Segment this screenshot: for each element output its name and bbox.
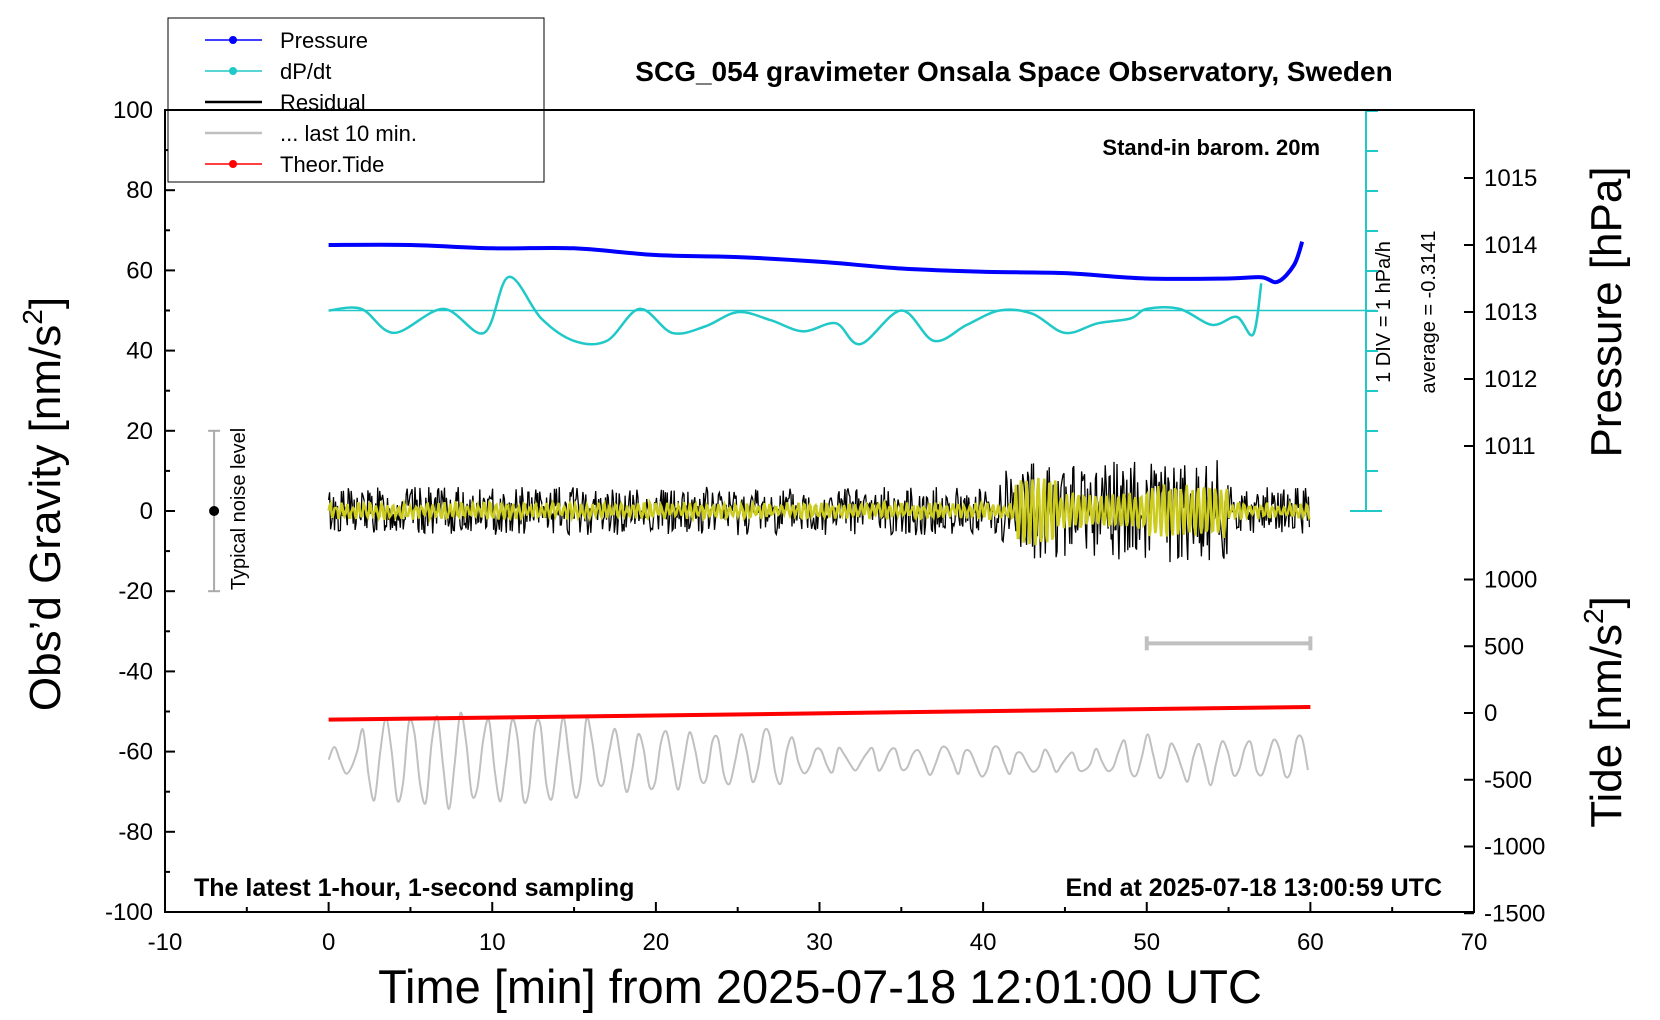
tide-axis-title-end: ] bbox=[1582, 596, 1631, 608]
last-10-min-line bbox=[327, 711, 1309, 811]
residual-filtered-line bbox=[327, 477, 1311, 546]
legend-label: ... last 10 min. bbox=[280, 121, 417, 146]
y-tick-label: -100 bbox=[105, 899, 153, 926]
y-axis-title: Obs’d Gravity [nm/s2] bbox=[17, 297, 70, 711]
pressure-tick-label: 1014 bbox=[1484, 232, 1537, 259]
plot-frame bbox=[164, 109, 1475, 913]
pressure-tick-label: 1015 bbox=[1484, 165, 1537, 192]
noise-label: Typical noise level bbox=[228, 428, 250, 590]
legend-marker bbox=[229, 160, 237, 168]
legend-marker bbox=[229, 36, 237, 44]
y-axis-title-sup: 2 bbox=[17, 309, 48, 325]
tide-tick-label: 1000 bbox=[1484, 567, 1537, 594]
x-tick-label: 20 bbox=[643, 929, 670, 956]
x-tick-label: 0 bbox=[322, 929, 335, 956]
pressure-axis-title: Pressure [hPa] bbox=[1582, 166, 1631, 457]
bottom-left-label: The latest 1-hour, 1-second sampling bbox=[194, 874, 634, 902]
y-tick-label: 60 bbox=[126, 257, 153, 284]
x-tick-label: -10 bbox=[148, 929, 183, 956]
x-tick-label: 50 bbox=[1133, 929, 1160, 956]
y-axis-title-end: ] bbox=[21, 297, 70, 309]
x-axis-title: Time [min] from 2025-07-18 12:01:00 UTC bbox=[378, 960, 1262, 1013]
x-tick-label: 60 bbox=[1297, 929, 1324, 956]
pressure-line bbox=[328, 241, 1305, 285]
tide-axis-title-sup: 2 bbox=[1578, 608, 1609, 624]
tide-tick-label: 500 bbox=[1484, 633, 1524, 660]
y-tick-label: -40 bbox=[118, 658, 153, 685]
x-tick-label: 70 bbox=[1461, 929, 1488, 956]
legend-label: Pressure bbox=[280, 28, 368, 53]
tide-tick-label: -1500 bbox=[1484, 900, 1545, 927]
dpdt-scale-label: 1 DIV = 1 hPa/h bbox=[1373, 241, 1395, 383]
y-tick-label: 0 bbox=[140, 498, 153, 525]
dpdt-line bbox=[328, 275, 1263, 346]
y-tick-label: -80 bbox=[118, 819, 153, 846]
y-tick-label: 40 bbox=[126, 338, 153, 365]
theor-tide-line bbox=[328, 704, 1311, 722]
pressure-tick-label: 1012 bbox=[1484, 366, 1537, 393]
dpdt-average-label: average = -0.3141 bbox=[1418, 231, 1440, 394]
tide-axis-title: Tide [nm/s2] bbox=[1578, 596, 1631, 828]
tide-axis-title-main: Tide [nm/s bbox=[1582, 624, 1631, 828]
y-axis-title-main: Obs’d Gravity [nm/s bbox=[21, 325, 70, 711]
pressure-tick-label: 1011 bbox=[1484, 433, 1536, 460]
pressure-tick-label: 1013 bbox=[1484, 299, 1537, 326]
x-tick-label: 10 bbox=[479, 929, 506, 956]
y-tick-label: 20 bbox=[126, 418, 153, 445]
barometer-label: Stand-in barom. 20m bbox=[1102, 135, 1320, 160]
x-tick-label: 40 bbox=[970, 929, 997, 956]
tide-tick-label: -500 bbox=[1484, 767, 1532, 794]
chart-title: SCG_054 gravimeter Onsala Space Observat… bbox=[635, 56, 1392, 87]
legend-label: dP/dt bbox=[280, 59, 331, 84]
legend-marker bbox=[229, 67, 237, 75]
y-tick-label: -60 bbox=[118, 739, 153, 766]
y-tick-label: 80 bbox=[126, 177, 153, 204]
x-tick-label: 30 bbox=[806, 929, 833, 956]
legend-label: Residual bbox=[280, 90, 366, 115]
tide-tick-label: -1000 bbox=[1484, 834, 1545, 861]
bottom-right-label: End at 2025-07-18 13:00:59 UTC bbox=[1065, 874, 1442, 902]
y-tick-label: 100 bbox=[113, 97, 153, 124]
y-tick-label: -20 bbox=[118, 578, 153, 605]
legend-label: Theor.Tide bbox=[280, 152, 384, 177]
tide-tick-label: 0 bbox=[1484, 700, 1497, 727]
noise-bar-center bbox=[209, 506, 220, 516]
legend-box bbox=[167, 17, 545, 183]
